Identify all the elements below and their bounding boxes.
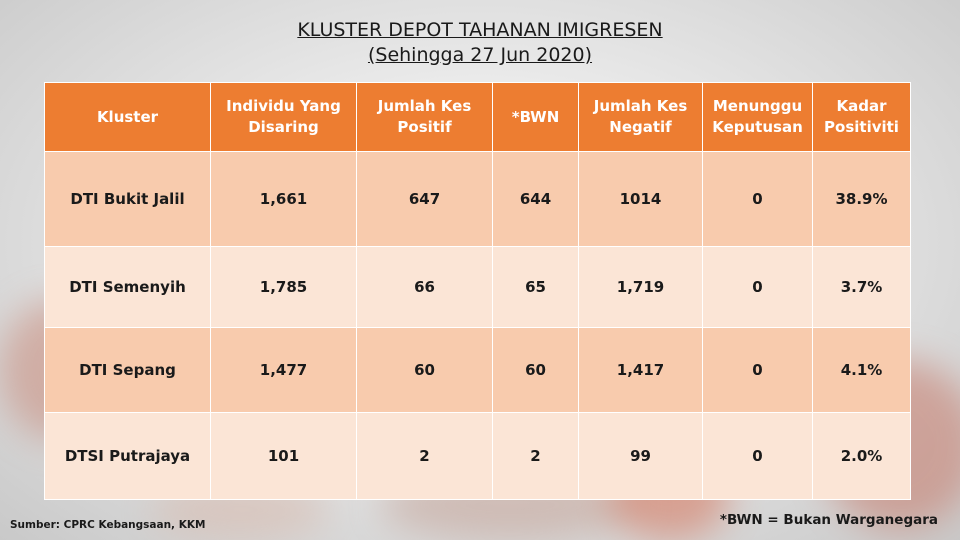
header-cell: Menunggu Keputusan — [702, 82, 813, 152]
table-cell: 644 — [492, 151, 579, 247]
table-cell: DTI Sepang — [44, 327, 211, 413]
table-cell: 1,785 — [210, 246, 357, 328]
table-cell: 647 — [356, 151, 493, 247]
header-cell: Individu Yang Disaring — [210, 82, 357, 152]
table-cell: 38.9% — [812, 151, 911, 247]
header-cell: Jumlah Kes Negatif — [578, 82, 703, 152]
table-cell: 1,477 — [210, 327, 357, 413]
table-cell: 3.7% — [812, 246, 911, 328]
header-cell: *BWN — [492, 82, 579, 152]
table-cell: 1,719 — [578, 246, 703, 328]
header-cell: Kluster — [44, 82, 211, 152]
table-cell: 65 — [492, 246, 579, 328]
table-row: DTI Bukit Jalil 1,661 647 644 1014 0 38.… — [44, 151, 911, 247]
source-note: Sumber: CPRC Kebangsaan, KKM — [10, 519, 206, 531]
table-row: DTI Semenyih 1,785 66 65 1,719 0 3.7% — [44, 246, 911, 328]
table-cell: 101 — [210, 412, 357, 500]
header-cell: Jumlah Kes Positif — [356, 82, 493, 152]
table-cell: 4.1% — [812, 327, 911, 413]
table-cell: 0 — [702, 246, 813, 328]
title-line-2: (Sehingga 27 Jun 2020) — [367, 44, 593, 66]
table-cell: 1,661 — [210, 151, 357, 247]
header-cell: Kadar Positiviti — [812, 82, 911, 152]
table-cell: 60 — [356, 327, 493, 413]
table-header-row: Kluster Individu Yang Disaring Jumlah Ke… — [44, 82, 911, 152]
title-line-1: KLUSTER DEPOT TAHANAN IMIGRESEN — [297, 19, 663, 41]
cluster-table: Kluster Individu Yang Disaring Jumlah Ke… — [44, 82, 911, 500]
table-cell: 2 — [492, 412, 579, 500]
table-cell: 0 — [702, 327, 813, 413]
table-cell: 60 — [492, 327, 579, 413]
table-cell: 1,417 — [578, 327, 703, 413]
table-cell: DTI Semenyih — [44, 246, 211, 328]
table-cell: 2.0% — [812, 412, 911, 500]
table-cell: 1014 — [578, 151, 703, 247]
table-cell: 2 — [356, 412, 493, 500]
table-cell: 66 — [356, 246, 493, 328]
table-cell: 0 — [702, 412, 813, 500]
table-row: DTI Sepang 1,477 60 60 1,417 0 4.1% — [44, 327, 911, 413]
table-row: DTSI Putrajaya 101 2 2 99 0 2.0% — [44, 412, 911, 500]
slide-title: KLUSTER DEPOT TAHANAN IMIGRESEN (Sehingg… — [0, 18, 960, 68]
table-cell: 99 — [578, 412, 703, 500]
table-cell: DTSI Putrajaya — [44, 412, 211, 500]
table-cell: DTI Bukit Jalil — [44, 151, 211, 247]
bwn-footnote: *BWN = Bukan Warganegara — [719, 512, 938, 528]
table-cell: 0 — [702, 151, 813, 247]
